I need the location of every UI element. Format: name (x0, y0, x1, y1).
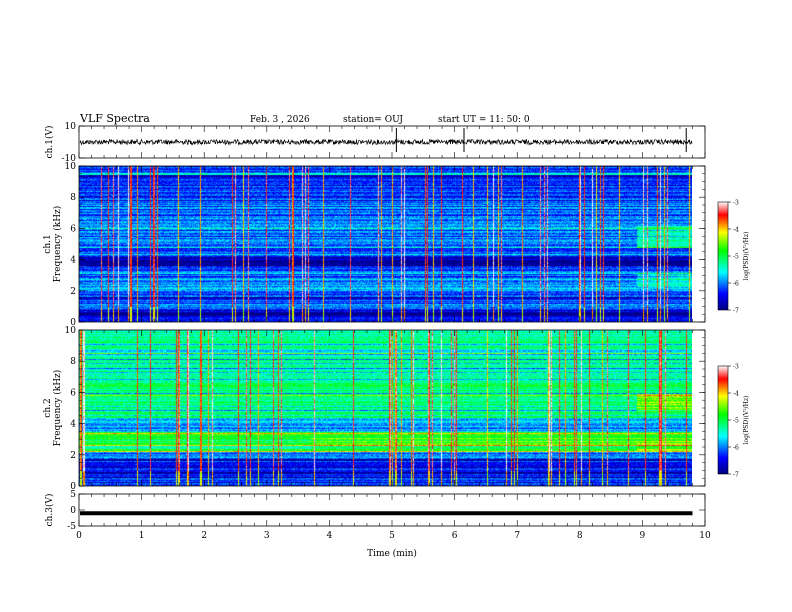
y-tick-label-ch1-spectrogram-0: 0 (70, 318, 76, 328)
y-tick-label-ch1-waveform--10: -10 (62, 154, 77, 164)
ylabel-ch2-spectrogram-channel: ch.2 (43, 398, 53, 417)
header-start-time: start UT = 11: 50: 0 (438, 115, 530, 125)
x-tick-label-7: 7 (514, 531, 520, 541)
x-tick-label-1: 1 (139, 531, 145, 541)
x-tick-label-5: 5 (389, 531, 395, 541)
spectrogram-image-ch2 (79, 330, 692, 486)
y-tick-label-ch2-spectrogram-6: 6 (70, 388, 76, 398)
x-tick-label-2: 2 (201, 531, 207, 541)
colorbar-tick-label-ch1-spectrogram--5: -5 (733, 254, 739, 261)
colorbar-tick-label-ch2-spectrogram--7: -7 (733, 472, 739, 479)
ylabel-ch3-waveform: ch.3(V) (44, 494, 55, 527)
y-tick-label-ch1-spectrogram-2: 2 (70, 287, 76, 297)
header-date: Feb. 3 , 2026 (250, 115, 310, 125)
x-tick-label-6: 6 (452, 531, 458, 541)
y-tick-label-ch1-spectrogram-6: 6 (70, 224, 76, 234)
x-tick-label-3: 3 (264, 531, 270, 541)
y-tick-label-ch3-waveform-0: 0 (70, 506, 76, 516)
colorbar-ch2-spectrogram (717, 365, 729, 475)
x-tick-label-8: 8 (577, 531, 583, 541)
colorbar-tick-label-ch1-spectrogram--3: -3 (733, 200, 739, 207)
y-tick-label-ch2-spectrogram-8: 8 (70, 357, 76, 367)
y-tick-label-ch1-waveform-10: 10 (65, 122, 77, 132)
y-tick-label-ch1-spectrogram-10: 10 (65, 162, 77, 172)
colorbar-tick-label-ch1-spectrogram--4: -4 (733, 227, 739, 234)
y-tick-label-ch2-spectrogram-10: 10 (65, 326, 77, 336)
x-axis-label: Time (min) (367, 548, 417, 559)
ylabel-ch1-spectrogram-channel: ch.1 (43, 234, 53, 253)
colorbar-label-ch1-spectrogram: log(PSD)(V²/Hz) (743, 232, 750, 281)
y-tick-label-ch1-spectrogram-8: 8 (70, 193, 76, 203)
x-tick-label-9: 9 (640, 531, 646, 541)
y-tick-label-ch2-spectrogram-2: 2 (70, 451, 76, 461)
x-tick-label-4: 4 (327, 531, 333, 541)
colorbar-label-ch2-spectrogram: log(PSD)(V²/Hz) (743, 396, 750, 445)
y-tick-label-ch1-spectrogram-4: 4 (70, 256, 76, 266)
y-tick-label-ch2-spectrogram-0: 0 (70, 482, 76, 492)
colorbar-tick-label-ch2-spectrogram--6: -6 (733, 445, 739, 452)
header-station: station= OUJ (343, 115, 404, 125)
colorbar-tick-label-ch2-spectrogram--5: -5 (733, 418, 739, 425)
figure-title: VLF Spectra (80, 112, 150, 125)
x-tick-label-0: 0 (76, 531, 82, 541)
colorbar-tick-label-ch1-spectrogram--7: -7 (733, 308, 739, 315)
colorbar-tick-label-ch2-spectrogram--3: -3 (733, 364, 739, 371)
x-tick-label-10: 10 (699, 531, 711, 541)
colorbar-tick-label-ch1-spectrogram--6: -6 (733, 281, 739, 288)
spectrogram-image-ch1 (79, 166, 692, 322)
ylabel-ch1-spectrogram-frequency: Frequency (kHz) (52, 206, 63, 283)
ylabel-ch1-waveform: ch.1(V) (44, 126, 55, 159)
y-tick-label-ch3-waveform--5: -5 (67, 522, 76, 532)
y-tick-label-ch2-spectrogram-4: 4 (70, 420, 76, 430)
colorbar-tick-label-ch2-spectrogram--4: -4 (733, 391, 739, 398)
y-tick-label-ch3-waveform-5: 5 (70, 490, 76, 500)
ch1-waveform-trace (79, 138, 693, 146)
colorbar-ch1-spectrogram (717, 201, 729, 311)
ylabel-ch2-spectrogram-frequency: Frequency (kHz) (52, 370, 63, 447)
